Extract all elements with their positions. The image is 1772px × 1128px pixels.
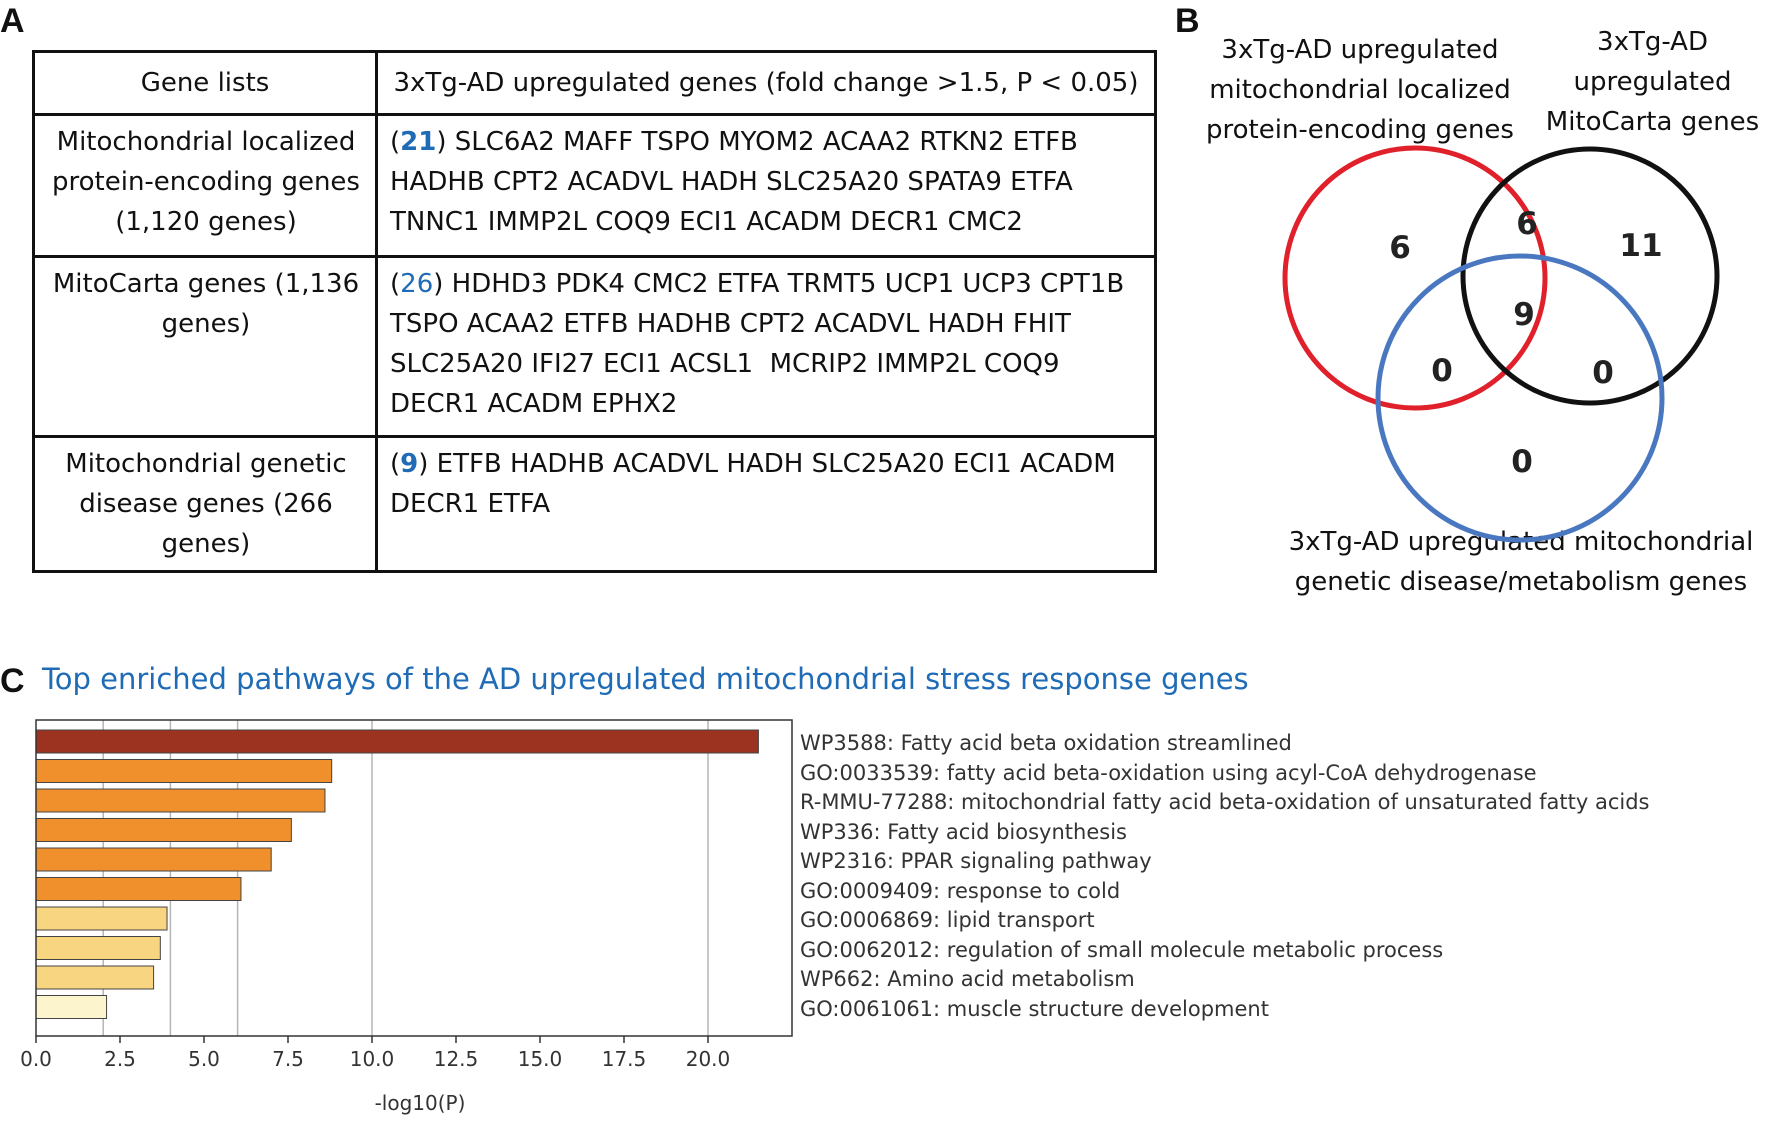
row-label-mito-localized: Mitochondrial localized protein-encoding… <box>32 113 378 258</box>
venn-count-red-only: 6 <box>1389 230 1411 266</box>
pathway-label: WP3588: Fatty acid beta oxidation stream… <box>800 731 1292 755</box>
pathway-label-list: WP3588: Fatty acid beta oxidation stream… <box>800 729 1650 1024</box>
venn-label-blue: 3xTg-AD upregulated mitochondrial geneti… <box>1288 527 1754 597</box>
gene-count: 21 <box>400 127 437 157</box>
panel-label-c: C <box>0 662 25 700</box>
table-row: Mitochondrial localized protein-encoding… <box>32 113 1157 258</box>
x-tick-label: 20.0 <box>686 1047 731 1071</box>
chart-title: Top enriched pathways of the AD upregula… <box>42 662 1249 696</box>
gene-count: 9 <box>400 449 419 479</box>
gene-names: HDHD3 PDK4 CMC2 ETFA TRMT5 UCP1 UCP3 CPT… <box>390 269 1133 419</box>
bar-5 <box>35 847 272 872</box>
venn-count-blue-only: 0 <box>1511 444 1533 480</box>
bar-3 <box>35 788 326 813</box>
x-tick-label: 2.5 <box>104 1047 136 1071</box>
x-tick-label: 12.5 <box>434 1047 479 1071</box>
venn-count-black-only: 11 <box>1619 228 1662 264</box>
venn-count-red-blue: 0 <box>1431 353 1453 389</box>
gene-count: 26 <box>400 269 434 299</box>
bar-7 <box>35 906 168 931</box>
pathway-label: WP662: Amino acid metabolism <box>800 967 1135 991</box>
x-tick-label: 5.0 <box>188 1047 220 1071</box>
venn-count-black-blue: 0 <box>1592 355 1614 391</box>
venn-circle-blue <box>1375 253 1665 543</box>
venn-count-red-black: 6 <box>1516 206 1538 242</box>
bar-10 <box>35 995 108 1019</box>
row-label-mitocarta: MitoCarta genes (1,136 genes) <box>32 255 378 438</box>
pathway-label: GO:0033539: fatty acid beta-oxidation us… <box>800 760 1537 785</box>
x-tick-label: 10.0 <box>350 1047 395 1071</box>
venn-circle-red <box>1282 145 1548 411</box>
panel-label-a: A <box>0 2 25 40</box>
pathway-label: WP2316: PPAR signaling pathway <box>800 849 1152 873</box>
row-genes-genetic-disease: (9) ETFB HADHB ACADVL HADH SLC25A20 ECI1… <box>375 435 1157 573</box>
pathway-label: GO:0061061: muscle structure development <box>800 996 1269 1021</box>
row-genes-mitocarta: (26) HDHD3 PDK4 CMC2 ETFA TRMT5 UCP1 UCP… <box>375 255 1157 438</box>
bar-1 <box>35 729 759 754</box>
venn-diagram: 6 6 11 9 0 0 0 <box>1282 145 1720 543</box>
x-axis-label: -log10(P) <box>375 1091 466 1115</box>
x-tick-label: 17.5 <box>602 1047 647 1071</box>
plot-frame <box>35 719 793 1037</box>
pathway-label: GO:0009409: response to cold <box>800 878 1121 903</box>
table-header-row: Gene lists 3xTg-AD upregulated genes (fo… <box>32 50 1157 116</box>
gene-names: ETFB HADHB ACADVL HADH SLC25A20 ECI1 ACA… <box>390 449 1124 519</box>
bar-2 <box>35 759 333 783</box>
table-row: MitoCarta genes (1,136 genes) (26) HDHD3… <box>32 255 1157 438</box>
venn-label-red: 3xTg-AD upregulated mitochondrial locali… <box>1206 35 1514 145</box>
pathway-label: WP336: Fatty acid biosynthesis <box>800 819 1127 844</box>
bar-4 <box>35 818 292 842</box>
pathway-label: GO:0006869: lipid transport <box>800 908 1095 932</box>
header-upregulated-genes: 3xTg-AD upregulated genes (fold change >… <box>375 50 1157 116</box>
x-tick-label: 0.0 <box>20 1047 52 1071</box>
bar-9 <box>35 965 155 990</box>
panel-label-b: B <box>1175 2 1200 40</box>
table-row: Mitochondrial genetic disease genes (266… <box>32 435 1157 573</box>
pathway-label: GO:0062012: regulation of small molecule… <box>800 937 1444 962</box>
bar-8 <box>35 936 161 960</box>
gene-names: SLC6A2 MAFF TSPO MYOM2 ACAA2 RTKN2 ETFB … <box>390 127 1087 237</box>
x-tick-label: 7.5 <box>272 1047 304 1071</box>
row-genes-mito-localized: (21) SLC6A2 MAFF TSPO MYOM2 ACAA2 RTKN2 … <box>375 113 1157 258</box>
header-gene-lists: Gene lists <box>32 50 378 116</box>
x-tick-label: 15.0 <box>518 1047 563 1071</box>
venn-count-all-three: 9 <box>1513 297 1535 333</box>
venn-label-black: 3xTg-AD upregulated MitoCarta genes <box>1545 27 1760 137</box>
gene-list-table: Gene lists 3xTg-AD upregulated genes (fo… <box>32 50 1157 573</box>
venn-circle-black <box>1460 146 1720 406</box>
pathway-label: R-MMU-77288: mitochondrial fatty acid be… <box>800 790 1650 814</box>
bar-6 <box>35 877 242 901</box>
row-label-genetic-disease: Mitochondrial genetic disease genes (266… <box>32 435 378 573</box>
enriched-pathways-bar-chart: 0.0 2.5 5.0 7.5 10.0 12.5 15.0 17.5 20.0 -log10(… <box>20 719 793 1115</box>
